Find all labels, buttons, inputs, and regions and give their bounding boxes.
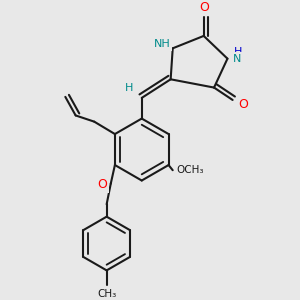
Text: OCH₃: OCH₃ <box>176 165 204 175</box>
Text: CH₃: CH₃ <box>97 289 116 299</box>
Text: O: O <box>238 98 248 111</box>
Text: N: N <box>232 54 241 64</box>
Text: H: H <box>234 47 242 57</box>
Text: H: H <box>125 82 134 93</box>
Text: O: O <box>98 178 107 191</box>
Text: NH: NH <box>154 39 171 49</box>
Text: O: O <box>199 1 208 13</box>
